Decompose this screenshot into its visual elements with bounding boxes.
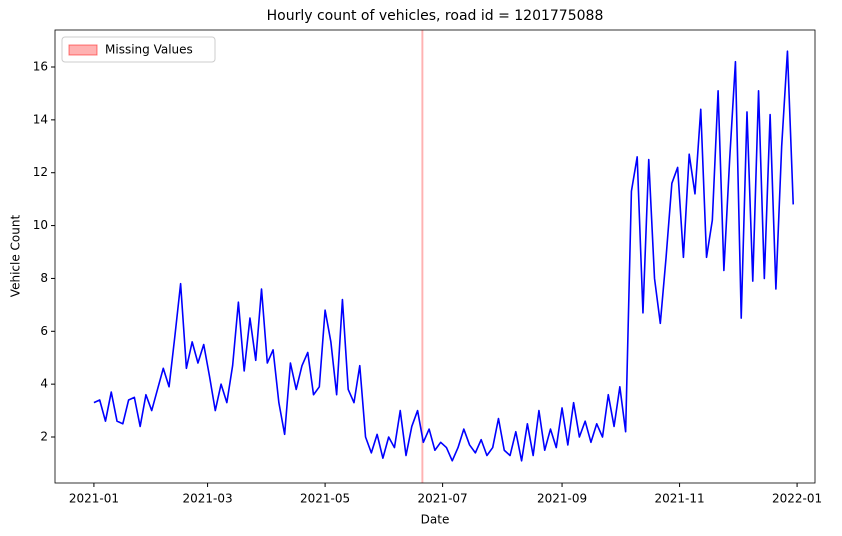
chart-title: Hourly count of vehicles, road id = 1201… (267, 8, 604, 24)
y-tick-label: 8 (40, 271, 48, 285)
y-axis-label: Vehicle Count (9, 215, 23, 298)
y-tick-label: 14 (33, 112, 48, 126)
x-axis-label: Date (421, 513, 450, 527)
missing-span (421, 30, 424, 483)
x-tick-label: 2021-03 (183, 492, 233, 506)
x-tick-label: 2021-09 (537, 492, 587, 506)
x-tick-label: 2021-01 (69, 492, 119, 506)
x-tick-label: 2021-05 (300, 492, 350, 506)
x-tick-label: 2021-07 (418, 492, 468, 506)
x-tick-label: 2021-11 (654, 492, 704, 506)
legend-label: Missing Values (105, 43, 193, 57)
plot-frame (54, 29, 816, 484)
y-tick-label: 16 (33, 60, 48, 74)
data-line (93, 50, 795, 462)
y-tick-label: 12 (33, 165, 48, 179)
y-tick-label: 10 (33, 218, 48, 232)
y-tick-label: 4 (40, 377, 48, 391)
y-tick-label: 2 (40, 430, 48, 444)
legend-box (61, 36, 216, 63)
legend-swatch (68, 44, 98, 56)
y-tick-label: 6 (40, 324, 48, 338)
x-tick-label: 2022-01 (772, 492, 822, 506)
